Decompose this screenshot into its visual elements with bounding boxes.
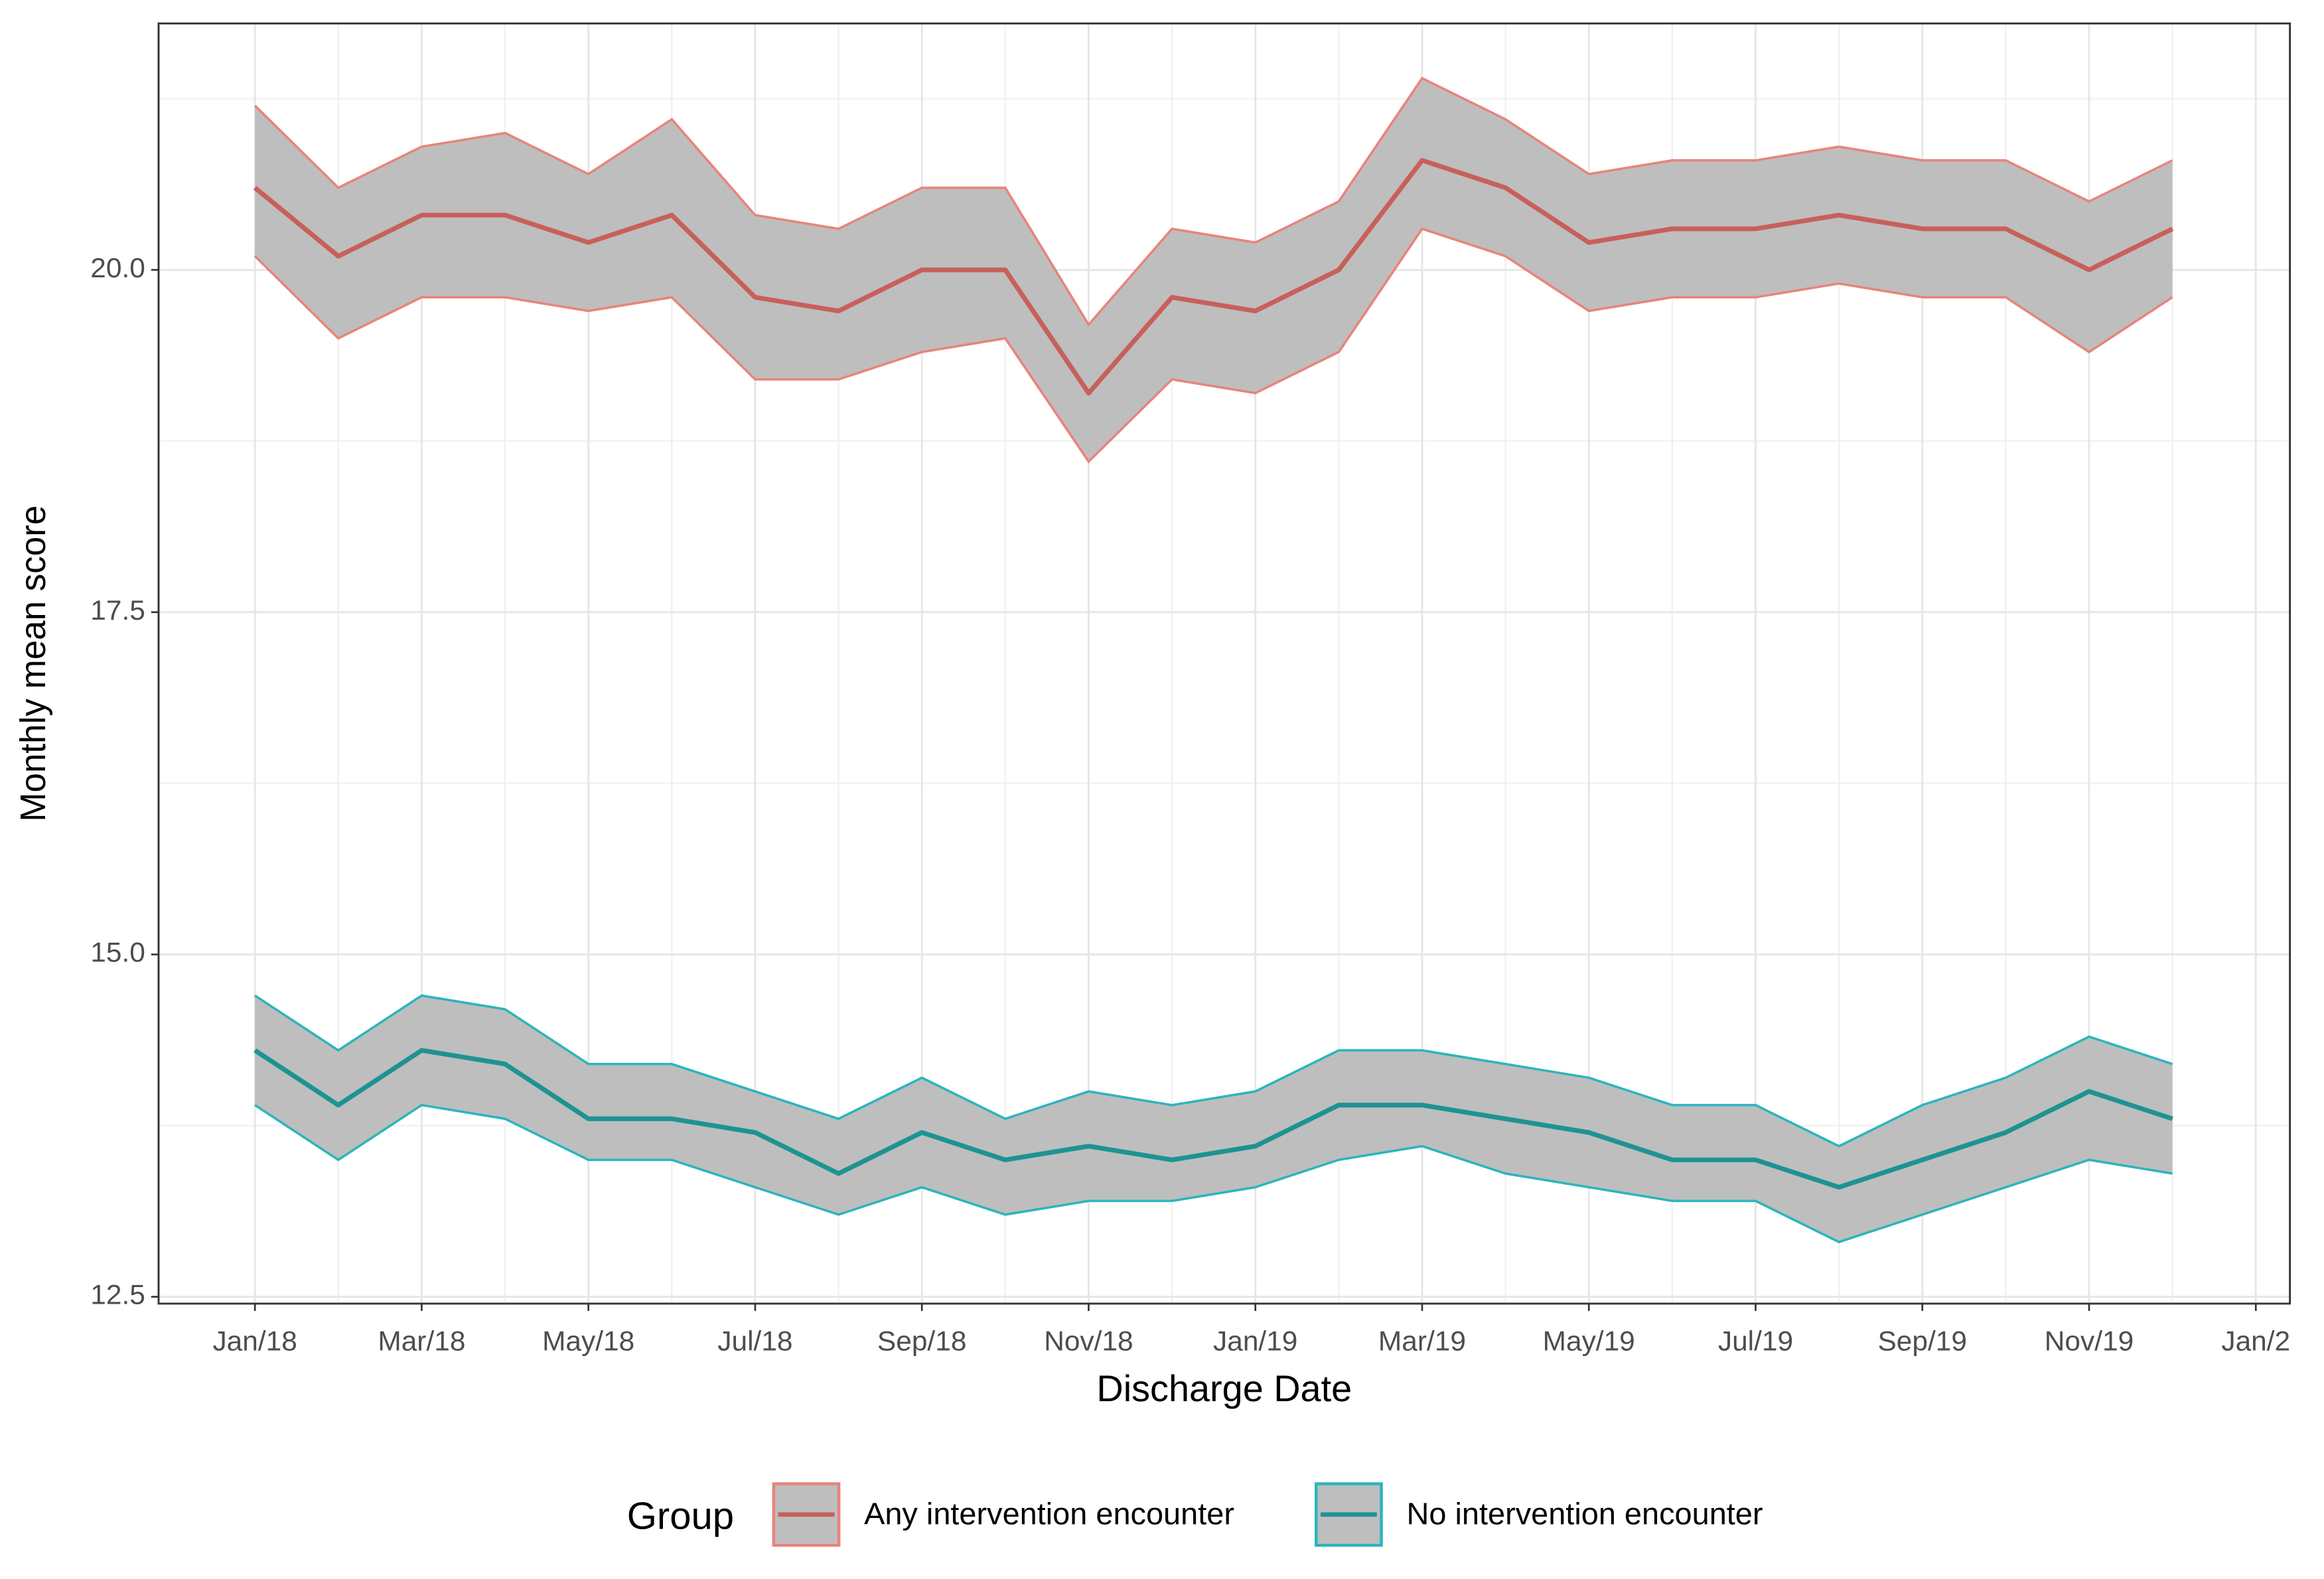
- x-tick-label: May/18: [542, 1326, 634, 1357]
- x-tick-label: Nov/19: [2045, 1326, 2134, 1357]
- y-tick-label: 12.5: [90, 1279, 145, 1310]
- y-tick-label: 17.5: [90, 594, 145, 626]
- x-tick-label: Jan/18: [212, 1326, 297, 1357]
- band-lower: [254, 1103, 2173, 1243]
- x-tick-label: Jan/19: [1213, 1326, 1297, 1357]
- x-tick-label: Mar/19: [1378, 1326, 1466, 1357]
- y-tick-label: 15.0: [90, 937, 145, 968]
- x-axis-title: Discharge Date: [1096, 1368, 1352, 1409]
- x-tick-label: Sep/19: [1877, 1326, 1966, 1357]
- x-tick-label: Mar/18: [378, 1326, 465, 1357]
- confidence-band: [255, 78, 2173, 462]
- panel-border: [157, 22, 2291, 1305]
- legend-title: Group: [627, 1495, 734, 1538]
- x-tick-label: Sep/18: [877, 1326, 966, 1357]
- band-upper: [254, 76, 2173, 327]
- x-tick-label: May/19: [1543, 1326, 1635, 1357]
- confidence-band: [255, 995, 2173, 1243]
- y-tick-label: 20.0: [90, 252, 145, 283]
- x-tick-label: Jan/2: [2221, 1326, 2290, 1357]
- mean-line: [254, 1048, 2173, 1190]
- x-tick-label: Jul/18: [717, 1326, 792, 1357]
- legend-label: Any intervention encounter: [864, 1497, 1234, 1531]
- y-axis-title: Monthly mean score: [13, 506, 52, 822]
- mean-line: [253, 158, 2174, 396]
- x-tick-label: Jul/19: [1718, 1326, 1793, 1357]
- x-tick-label: Nov/18: [1044, 1326, 1133, 1357]
- legend-label: No intervention encounter: [1407, 1497, 1763, 1531]
- band-upper: [254, 994, 2173, 1148]
- band-lower: [254, 227, 2173, 464]
